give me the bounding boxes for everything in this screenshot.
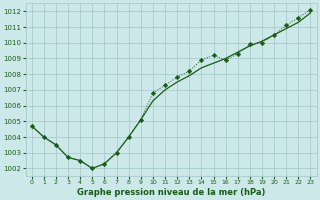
X-axis label: Graphe pression niveau de la mer (hPa): Graphe pression niveau de la mer (hPa) [77,188,265,197]
